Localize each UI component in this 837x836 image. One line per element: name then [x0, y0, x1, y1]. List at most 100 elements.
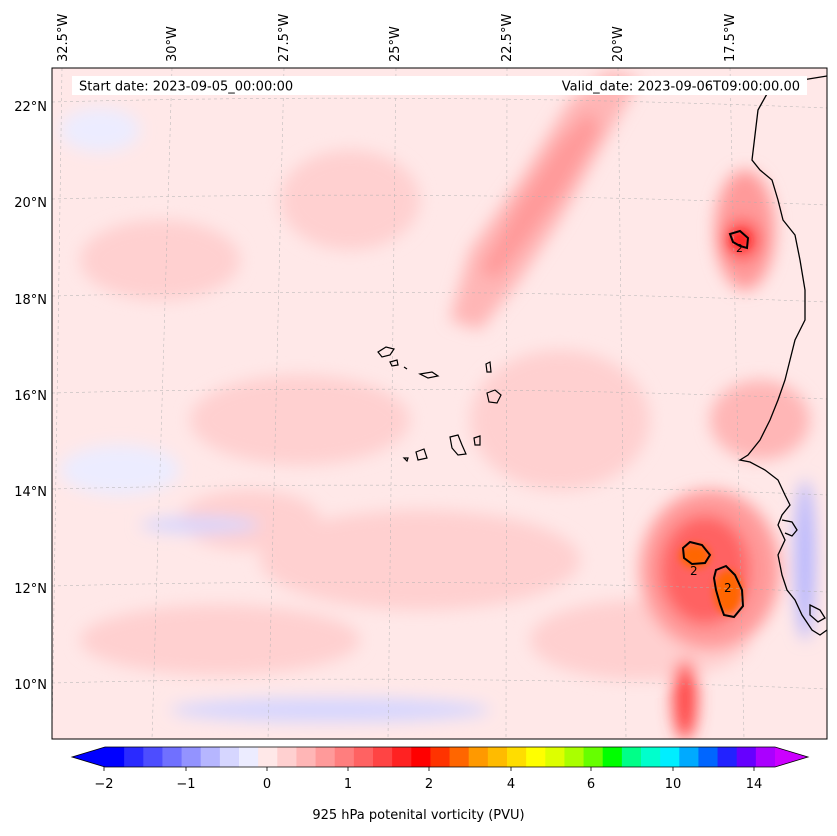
parallel	[52, 388, 827, 400]
meridian	[729, 68, 745, 739]
colorbar-segment	[277, 747, 297, 767]
colorbar-outline	[70, 746, 810, 768]
pv-contours	[681, 229, 750, 619]
cape-verde-islands	[377, 346, 502, 463]
longitude-labels: 32.5°W 30°W 27.5°W 25°W 22.5°W 20°W 17.5…	[56, 14, 738, 62]
graticule	[52, 68, 827, 739]
meridian	[267, 68, 285, 739]
pv-band	[480, 110, 600, 280]
colorbar-segment	[660, 747, 680, 767]
pv-negative-patch	[60, 445, 180, 495]
lat-label: 10°N	[14, 678, 47, 693]
colorbar-label: 925 hPa potenital vorticity (PVU)	[312, 808, 525, 823]
colorbar-tick-label: 1	[344, 777, 352, 792]
pv-patch	[280, 150, 420, 250]
map-frame	[51, 67, 828, 740]
lon-label: 30°W	[165, 26, 180, 62]
colorbar-segment	[315, 747, 336, 767]
colorbar-segment	[507, 747, 527, 767]
pv-contour-labels: 2 2 2	[690, 242, 743, 595]
pv-patch	[470, 350, 650, 490]
colorbar-segment	[564, 747, 585, 767]
pv-negative-patch	[60, 108, 140, 152]
pv-patch	[260, 510, 580, 610]
pv-negative-patch	[795, 480, 815, 640]
island	[486, 389, 502, 404]
colorbar-segment	[717, 747, 738, 767]
pv-core	[714, 570, 742, 614]
meridian	[151, 68, 173, 739]
island	[402, 457, 409, 463]
africa-coastline	[738, 75, 827, 636]
colorbar-segment	[162, 747, 183, 767]
parallel	[52, 97, 827, 109]
coastline	[738, 75, 827, 636]
colorbar-tick-label: −2	[94, 777, 113, 792]
colorbar-segment	[641, 747, 661, 767]
colorbar-segment	[181, 747, 202, 767]
island	[485, 361, 492, 373]
pv-patch	[80, 220, 240, 300]
colorbar-segment	[105, 747, 125, 767]
lat-label: 14°N	[14, 485, 47, 500]
meridian	[617, 68, 627, 739]
colorbar-segment	[124, 747, 144, 767]
lat-label: 20°N	[14, 196, 47, 211]
colorbar-segment	[200, 747, 221, 767]
lon-label: 27.5°W	[277, 14, 292, 62]
island	[389, 359, 399, 367]
parallel	[52, 484, 827, 496]
island	[473, 435, 481, 446]
parallel	[52, 194, 827, 206]
lon-label: 17.5°W	[723, 14, 738, 62]
parallel	[52, 291, 827, 303]
contour-label: 2	[736, 242, 743, 255]
pv-patch	[80, 605, 360, 675]
lon-label: 20°W	[611, 26, 626, 62]
colorbar-segment	[468, 747, 489, 767]
colorbar-segment	[411, 747, 431, 767]
pv-feature-south	[710, 380, 810, 460]
lat-label: 22°N	[14, 100, 47, 115]
lat-label: 16°N	[14, 389, 47, 404]
colorbar-segment	[373, 747, 393, 767]
lat-label: 18°N	[14, 293, 47, 308]
colorbar-segment	[353, 747, 374, 767]
meridian	[52, 68, 63, 739]
parallel	[52, 581, 827, 593]
pv-2-contour	[712, 564, 745, 619]
valid-date: Valid_date: 2023-09-06T09:00:00.00	[562, 80, 800, 95]
pv-negative-patch	[140, 517, 260, 533]
meridian	[387, 68, 397, 739]
colorbar-max-extend	[775, 747, 808, 767]
colorbar-segment	[526, 747, 546, 767]
pv-patch	[180, 490, 320, 550]
colorbar-tick-label: −1	[176, 777, 195, 792]
colorbar-segment	[392, 747, 412, 767]
colorbar-tick-label: 0	[263, 777, 271, 792]
colorbar-segment	[602, 747, 623, 767]
colorbar-ticks	[103, 767, 755, 771]
pv-core	[680, 544, 710, 568]
pv-negative-patch	[170, 698, 490, 722]
pv-2-contour	[681, 540, 712, 566]
colorbar-segment	[449, 747, 470, 767]
colorbar-tick-labels: −2 −1 0 1 2 4 6 10 14	[94, 777, 762, 792]
island	[449, 434, 467, 456]
pv-field: 2 2 2	[52, 68, 827, 739]
colorbar-tick-label: 4	[507, 777, 515, 792]
colorbar-segment	[679, 747, 699, 767]
colorbar-tick-label: 14	[746, 777, 763, 792]
lon-label: 32.5°W	[56, 14, 71, 62]
pv-feature-south	[673, 660, 697, 739]
colorbar-tick-label: 10	[665, 777, 682, 792]
coast-detail	[809, 603, 826, 623]
colorbar-tick-label: 2	[425, 777, 433, 792]
contour-label: 2	[724, 581, 732, 595]
parallel	[52, 678, 827, 690]
latitude-labels: 22°N 20°N 18°N 16°N 14°N 12°N 10°N	[14, 100, 47, 693]
colorbar-segment	[334, 747, 355, 767]
lat-label: 12°N	[14, 582, 47, 597]
colorbar-segment	[143, 747, 163, 767]
